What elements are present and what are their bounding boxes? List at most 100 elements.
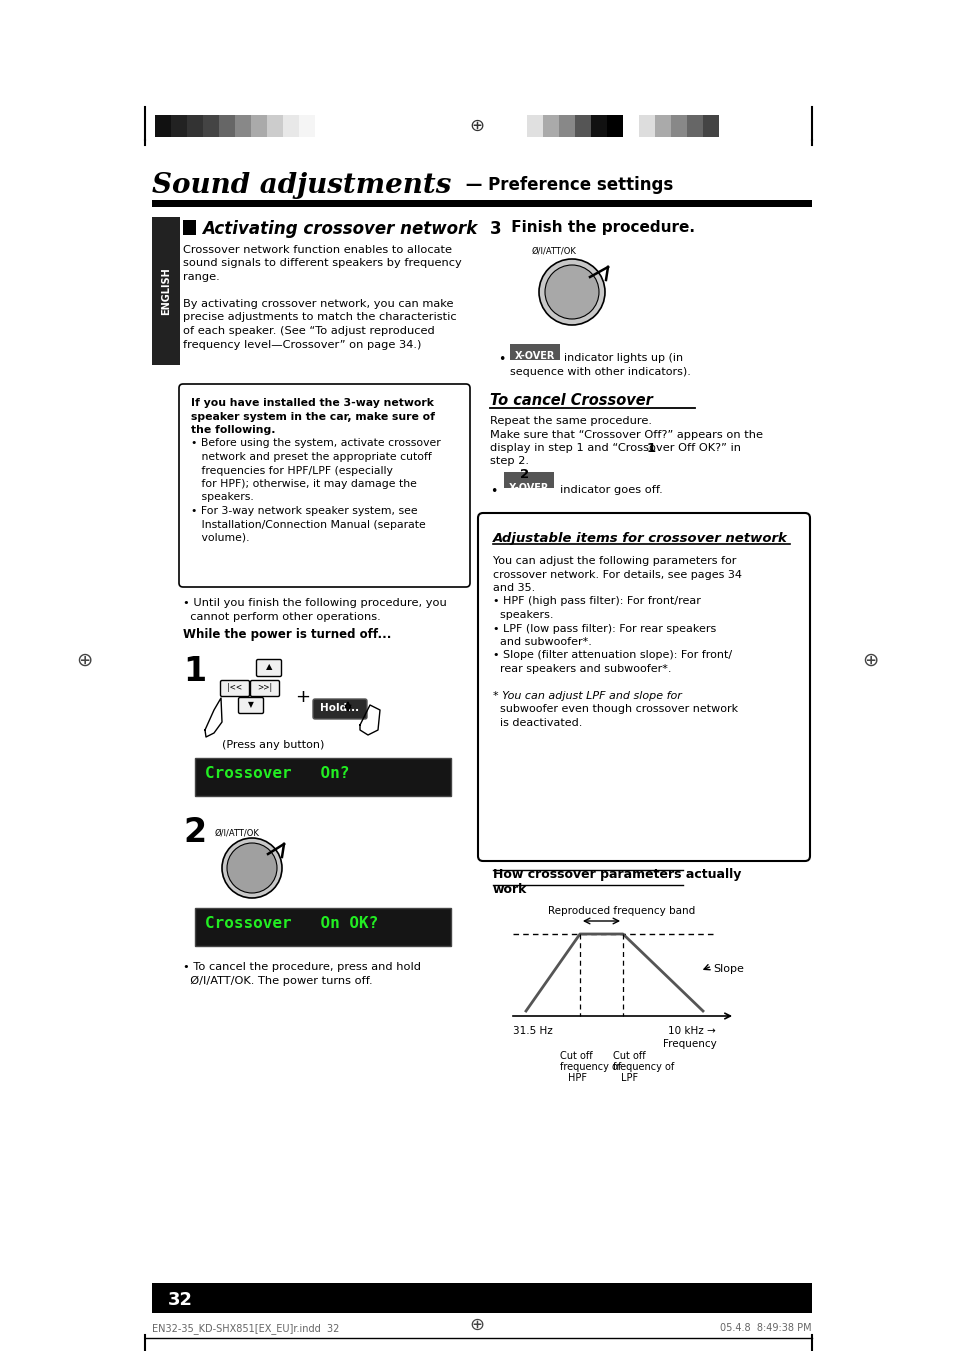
Circle shape — [222, 838, 282, 898]
Bar — [183, 220, 195, 235]
Text: 3: 3 — [490, 220, 501, 238]
FancyBboxPatch shape — [313, 698, 367, 719]
Text: Hold...: Hold... — [320, 703, 359, 713]
FancyBboxPatch shape — [220, 681, 250, 697]
Text: Repeat the same procedure.: Repeat the same procedure. — [490, 416, 651, 426]
Text: of each speaker. (See “To adjust reproduced: of each speaker. (See “To adjust reprodu… — [183, 326, 435, 336]
Bar — [655, 115, 670, 136]
Text: X-OVER: X-OVER — [508, 484, 549, 493]
Text: for HPF); otherwise, it may damage the: for HPF); otherwise, it may damage the — [191, 480, 416, 489]
Text: Crossover   On OK?: Crossover On OK? — [205, 916, 377, 931]
Text: network and preset the appropriate cutoff: network and preset the appropriate cutof… — [191, 453, 432, 462]
Bar — [606, 115, 622, 136]
Text: Finish the procedure.: Finish the procedure. — [505, 220, 695, 235]
Bar — [154, 115, 171, 136]
Text: Ø/I/ATT/OK: Ø/I/ATT/OK — [532, 246, 577, 255]
Bar — [152, 218, 180, 365]
Bar — [234, 115, 251, 136]
Text: Slope: Slope — [712, 965, 743, 974]
Text: — Preference settings: — Preference settings — [459, 176, 673, 195]
Text: frequency of: frequency of — [613, 1062, 674, 1071]
Text: crossover network. For details, see pages 34: crossover network. For details, see page… — [493, 570, 741, 580]
Text: frequency level—Crossover” on page 34.): frequency level—Crossover” on page 34.) — [183, 339, 421, 350]
Text: LPF: LPF — [620, 1073, 638, 1084]
Text: indicator goes off.: indicator goes off. — [559, 485, 662, 494]
Bar — [590, 115, 606, 136]
Text: Crossover network function enables to allocate: Crossover network function enables to al… — [183, 245, 452, 255]
FancyBboxPatch shape — [179, 384, 470, 586]
Text: • Slope (filter attenuation slope): For front/: • Slope (filter attenuation slope): For … — [493, 650, 731, 661]
Text: Reproduced frequency band: Reproduced frequency band — [547, 907, 695, 916]
Bar — [194, 758, 451, 796]
Text: Cut off: Cut off — [613, 1051, 645, 1061]
Text: Make sure that “Crossover Off?” appears on the: Make sure that “Crossover Off?” appears … — [490, 430, 762, 439]
Bar — [187, 115, 203, 136]
Text: 32: 32 — [168, 1292, 193, 1309]
Text: •: • — [490, 485, 497, 499]
Text: X-OVER: X-OVER — [515, 351, 555, 361]
Text: |<<: |<< — [227, 684, 242, 693]
Bar — [251, 115, 267, 136]
Text: >>|: >>| — [257, 684, 273, 693]
Text: sequence with other indicators).: sequence with other indicators). — [510, 367, 690, 377]
Text: rear speakers and subwoofer*.: rear speakers and subwoofer*. — [493, 663, 671, 674]
Text: By activating crossover network, you can make: By activating crossover network, you can… — [183, 299, 453, 309]
Text: • Before using the system, activate crossover: • Before using the system, activate cros… — [191, 439, 440, 449]
FancyBboxPatch shape — [477, 513, 809, 861]
Text: and 35.: and 35. — [493, 584, 535, 593]
Text: cannot perform other operations.: cannot perform other operations. — [183, 612, 380, 621]
Bar — [622, 115, 639, 136]
Text: Frequency: Frequency — [662, 1039, 716, 1048]
Text: step 2.: step 2. — [490, 457, 529, 466]
Bar — [152, 200, 811, 207]
Text: ⊕: ⊕ — [469, 1316, 484, 1333]
Bar — [686, 115, 702, 136]
Text: and subwoofer*.: and subwoofer*. — [493, 638, 591, 647]
Text: •: • — [497, 353, 505, 366]
Text: subwoofer even though crossover network: subwoofer even though crossover network — [493, 704, 738, 715]
Text: Cut off: Cut off — [559, 1051, 592, 1061]
FancyBboxPatch shape — [238, 697, 263, 713]
Text: Ø/I/ATT/OK: Ø/I/ATT/OK — [214, 828, 259, 838]
Bar — [558, 115, 575, 136]
Text: ⊕: ⊕ — [469, 118, 484, 135]
Text: 2: 2 — [519, 467, 529, 481]
Text: ▲: ▲ — [266, 662, 272, 671]
Bar — [702, 115, 719, 136]
Bar — [267, 115, 283, 136]
Text: EN32-35_KD-SHX851[EX_EU]r.indd  32: EN32-35_KD-SHX851[EX_EU]r.indd 32 — [152, 1323, 339, 1333]
Text: precise adjustments to match the characteristic: precise adjustments to match the charact… — [183, 312, 456, 323]
Bar — [219, 115, 234, 136]
Bar — [639, 115, 655, 136]
Bar — [503, 471, 554, 488]
Text: the following.: the following. — [191, 426, 275, 435]
Text: 05.4.8  8:49:38 PM: 05.4.8 8:49:38 PM — [720, 1323, 811, 1333]
Text: * You can adjust LPF and slope for: * You can adjust LPF and slope for — [493, 690, 681, 701]
Bar — [194, 908, 451, 946]
Text: • To cancel the procedure, press and hold: • To cancel the procedure, press and hol… — [183, 962, 420, 971]
Bar — [526, 115, 542, 136]
Text: Activating crossover network: Activating crossover network — [202, 220, 477, 238]
Text: Crossover   On?: Crossover On? — [205, 766, 349, 781]
Text: ⊕: ⊕ — [861, 650, 878, 670]
Circle shape — [227, 843, 276, 893]
Text: 10 kHz →: 10 kHz → — [667, 1025, 715, 1036]
Bar — [203, 115, 219, 136]
Text: speakers.: speakers. — [493, 611, 553, 620]
Text: 2: 2 — [183, 816, 206, 848]
Bar — [283, 115, 298, 136]
Circle shape — [544, 265, 598, 319]
Text: How crossover parameters actually: How crossover parameters actually — [493, 867, 740, 881]
Text: • LPF (low pass filter): For rear speakers: • LPF (low pass filter): For rear speake… — [493, 624, 716, 634]
FancyBboxPatch shape — [256, 659, 281, 677]
Text: You can adjust the following parameters for: You can adjust the following parameters … — [493, 557, 736, 566]
Text: • Until you finish the following procedure, you: • Until you finish the following procedu… — [183, 598, 446, 608]
Text: ENGLISH: ENGLISH — [161, 267, 171, 315]
Text: 31.5 Hz: 31.5 Hz — [513, 1025, 552, 1036]
Bar — [171, 115, 187, 136]
Text: +: + — [295, 688, 310, 707]
Bar — [575, 115, 590, 136]
Text: frequency of: frequency of — [559, 1062, 620, 1071]
FancyBboxPatch shape — [251, 681, 279, 697]
Text: HPF: HPF — [567, 1073, 586, 1084]
